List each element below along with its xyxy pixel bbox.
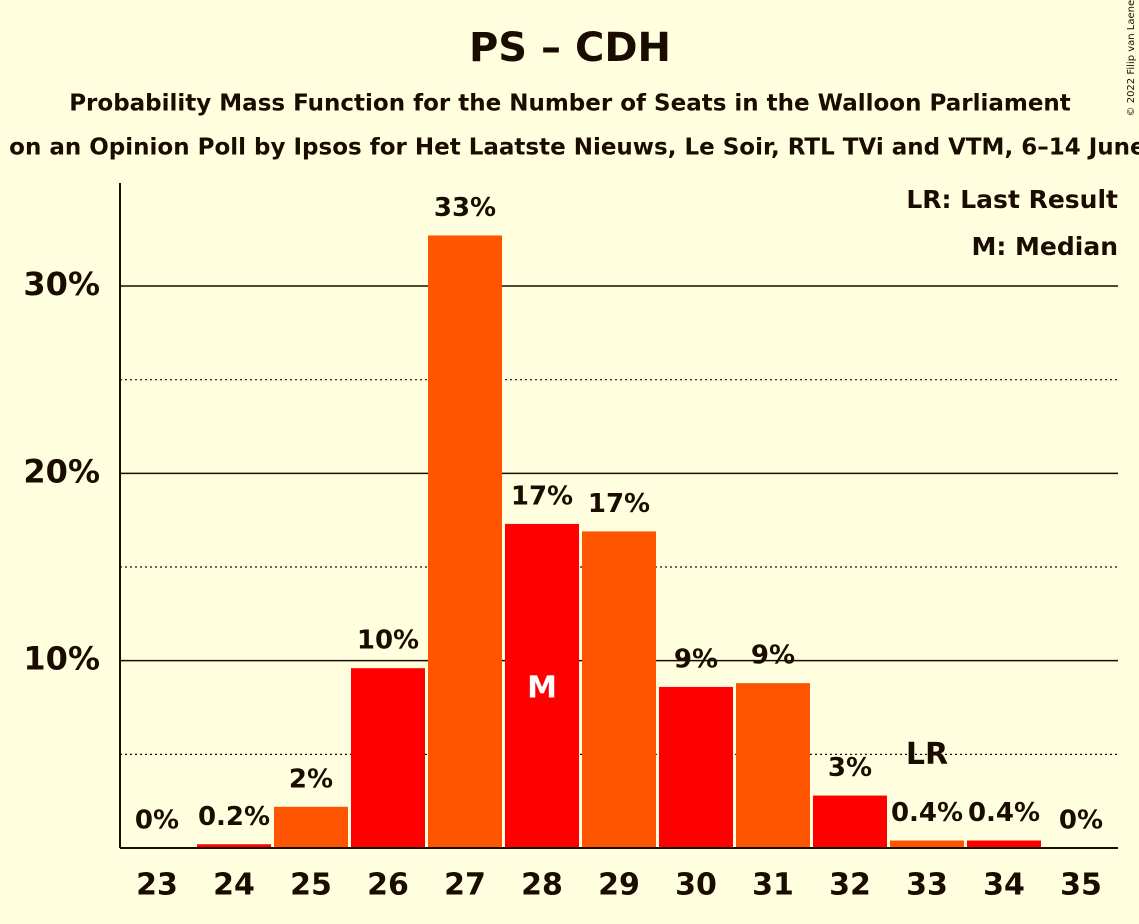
annotation: LR <box>906 737 948 772</box>
subtitle: Probability Mass Function for the Number… <box>69 91 1071 117</box>
x-tick-label: 26 <box>367 868 409 903</box>
value-label: 0% <box>1059 806 1103 836</box>
value-label: 0.4% <box>968 798 1040 828</box>
value-label: 10% <box>357 626 419 656</box>
value-label: 17% <box>588 489 650 519</box>
bar <box>967 840 1041 848</box>
bar <box>505 523 579 848</box>
x-tick-label: 35 <box>1060 868 1102 903</box>
x-tick-label: 29 <box>598 868 640 903</box>
bar <box>582 531 656 848</box>
value-label: 2% <box>289 764 333 794</box>
value-label: 0.2% <box>198 802 270 832</box>
legend-entry: LR: Last Result <box>906 185 1118 214</box>
x-tick-label: 23 <box>136 868 178 903</box>
y-tick-label: 10% <box>23 640 100 678</box>
x-tick-label: 28 <box>521 868 563 903</box>
subtitle: Based on an Opinion Poll by Ipsos for He… <box>0 135 1139 161</box>
bar <box>890 840 964 848</box>
bar <box>736 683 810 848</box>
legend-entry: M: Median <box>971 232 1118 261</box>
value-label: 9% <box>751 641 795 671</box>
bar <box>813 795 887 848</box>
bar <box>197 844 271 848</box>
copyright: © 2022 Filip van Laenen <box>1126 0 1137 116</box>
x-tick-label: 27 <box>444 868 486 903</box>
bar <box>659 686 733 848</box>
y-tick-label: 20% <box>23 452 100 490</box>
bar <box>351 668 425 848</box>
x-tick-label: 25 <box>290 868 332 903</box>
chart-title: PS – CDH <box>469 25 671 71</box>
x-tick-label: 33 <box>906 868 948 903</box>
bar <box>274 806 348 848</box>
value-label: 3% <box>828 753 872 783</box>
x-tick-label: 34 <box>983 868 1025 903</box>
value-label: 0% <box>135 806 179 836</box>
annotation: M <box>527 670 557 705</box>
x-tick-label: 30 <box>675 868 717 903</box>
x-tick-label: 31 <box>752 868 794 903</box>
value-label: 9% <box>674 644 718 674</box>
x-tick-label: 24 <box>213 868 255 903</box>
value-label: 33% <box>434 193 496 223</box>
value-label: 0.4% <box>891 798 963 828</box>
bar <box>428 235 502 849</box>
value-label: 17% <box>511 481 573 511</box>
y-tick-label: 30% <box>23 265 100 303</box>
x-tick-label: 32 <box>829 868 871 903</box>
